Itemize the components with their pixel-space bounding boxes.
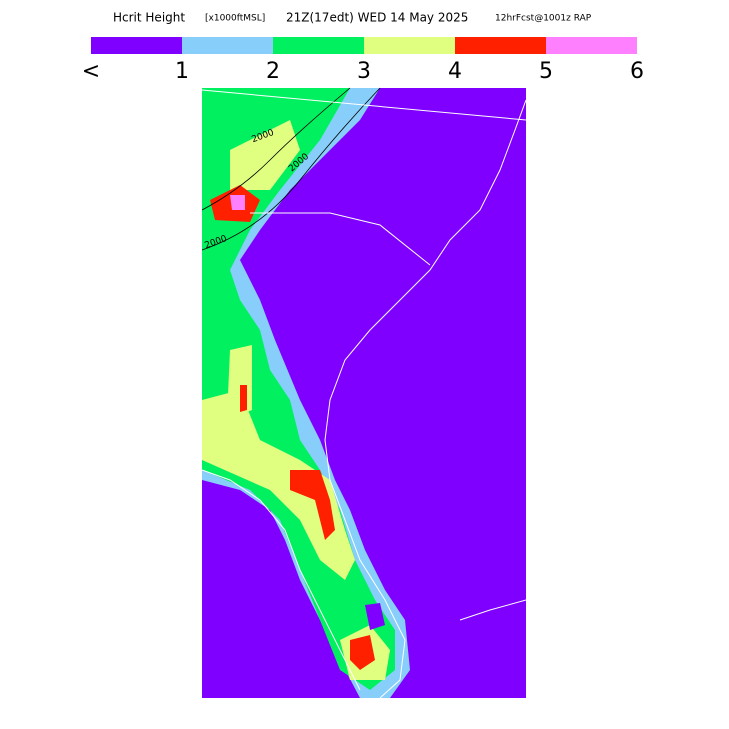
title-part: 21Z(17edt) WED 14 May 2025 <box>286 11 468 25</box>
title-part: Hcrit Height <box>113 11 185 25</box>
region-yellow <box>202 390 355 580</box>
region-red <box>290 470 335 540</box>
region-yellow <box>230 120 300 190</box>
colorbar-segment <box>364 37 455 54</box>
colorbar-label: 6 <box>630 59 644 84</box>
colorbar-segment <box>91 37 182 54</box>
colorbar-label: < <box>82 59 100 84</box>
map: 2000 2000 2000 <box>201 87 527 699</box>
colorbar: <1 2 3 4 5 6 <box>82 37 644 84</box>
region-blue <box>202 88 410 698</box>
colorbar-label: 4 <box>448 59 462 84</box>
region-purple <box>365 603 385 630</box>
colorbar-segment <box>546 37 637 54</box>
colorbar-label: 2 <box>266 59 280 84</box>
title-part: [x1000ftMSL] <box>205 14 265 24</box>
colorbar-segment <box>273 37 364 54</box>
colorbar-label: 1 <box>175 59 189 84</box>
coastline <box>201 89 527 699</box>
colorbar-label: 5 <box>539 59 553 84</box>
region-red <box>240 385 247 412</box>
colorbar-segment <box>455 37 546 54</box>
colorbar-label: 3 <box>357 59 371 84</box>
title-part: 12hrFcst@1001z RAP <box>495 14 592 24</box>
region-pink <box>230 195 245 210</box>
colorbar-segment <box>182 37 273 54</box>
contour-line <box>201 87 381 251</box>
region-red <box>350 635 375 670</box>
